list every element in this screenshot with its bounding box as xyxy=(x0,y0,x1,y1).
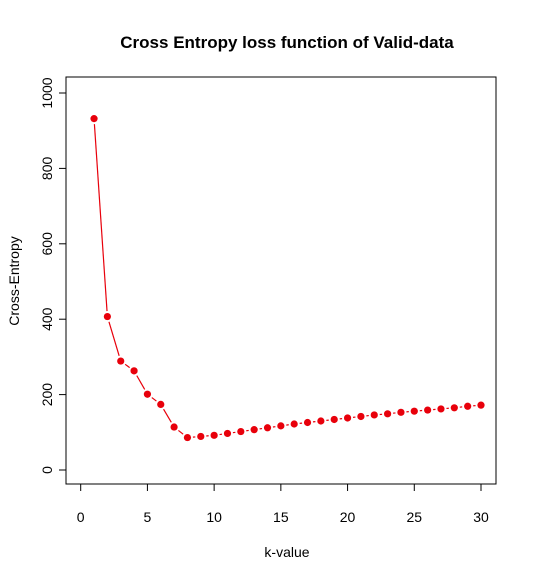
data-point xyxy=(357,412,365,421)
y-tick-label: 800 xyxy=(39,157,55,181)
data-point xyxy=(464,402,472,410)
data-point xyxy=(397,408,405,416)
data-point xyxy=(170,423,178,431)
y-tick-label: 600 xyxy=(39,232,55,256)
y-axis-label: Cross-Entropy xyxy=(6,236,22,325)
data-point xyxy=(143,390,152,398)
series-line-segment xyxy=(178,429,184,435)
data-point xyxy=(290,420,298,428)
x-tick-label: 5 xyxy=(144,509,152,525)
chart-title: Cross Entropy loss function of Valid-dat… xyxy=(120,33,454,52)
data-point xyxy=(450,404,458,412)
x-tick-label: 20 xyxy=(340,509,356,525)
x-tick-label: 10 xyxy=(206,509,222,525)
y-tick-label: 1000 xyxy=(39,77,55,108)
series-line-segment xyxy=(163,408,172,423)
data-point xyxy=(370,411,378,419)
series-line-segment xyxy=(136,375,146,390)
x-tick-label: 0 xyxy=(77,509,85,525)
data-point xyxy=(183,433,192,442)
x-tick-label: 15 xyxy=(273,509,289,525)
y-tick-label: 400 xyxy=(39,307,55,331)
data-point xyxy=(277,422,285,430)
x-axis-label: k-value xyxy=(264,544,309,560)
data-point xyxy=(117,357,125,365)
data-point xyxy=(90,115,98,123)
data-point xyxy=(263,424,272,432)
series-layer xyxy=(90,115,485,442)
data-point xyxy=(157,400,165,409)
x-axis: 0 5 10 15 20 25 30 xyxy=(77,483,489,525)
series-line-segment xyxy=(151,397,157,402)
series-line-segment xyxy=(108,321,120,356)
series-line-segment xyxy=(124,363,130,369)
data-point xyxy=(103,312,111,321)
y-tick-label: 0 xyxy=(39,466,55,474)
data-point xyxy=(424,406,432,414)
data-point xyxy=(437,405,445,413)
data-point xyxy=(223,429,232,438)
data-point xyxy=(237,427,245,436)
data-point xyxy=(477,401,485,409)
y-axis: 0 200 400 600 800 1000 xyxy=(39,77,67,474)
data-point xyxy=(330,415,338,424)
data-point xyxy=(343,414,352,422)
data-point xyxy=(410,407,418,415)
data-point xyxy=(250,426,258,434)
data-point xyxy=(383,410,392,418)
data-point xyxy=(130,367,138,375)
y-tick-label: 200 xyxy=(39,383,55,407)
data-point xyxy=(303,418,312,427)
x-tick-label: 30 xyxy=(473,509,489,525)
data-point xyxy=(197,432,205,441)
series-line-segment xyxy=(93,124,108,312)
data-point xyxy=(317,417,325,425)
data-point xyxy=(210,431,218,439)
x-tick-label: 25 xyxy=(406,509,422,525)
